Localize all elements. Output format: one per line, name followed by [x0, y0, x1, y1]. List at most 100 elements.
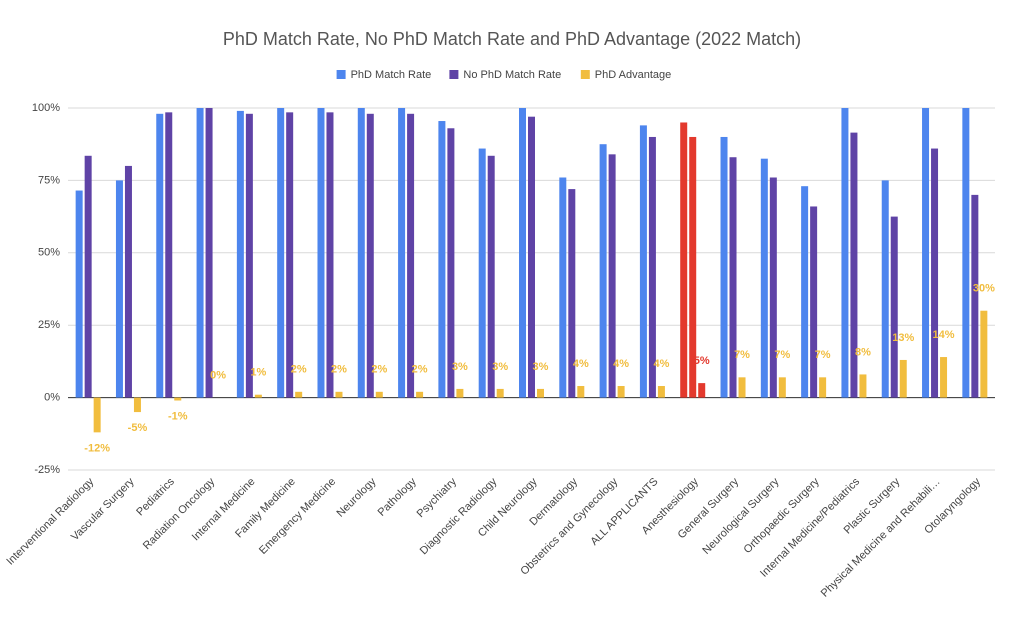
data-label: -1% — [168, 410, 188, 422]
bar — [769, 177, 777, 398]
bar — [760, 158, 768, 398]
bar — [648, 136, 656, 398]
data-label: 5% — [694, 355, 710, 367]
data-label: 2% — [291, 364, 307, 376]
y-tick-label: 50% — [38, 247, 60, 259]
data-label: 7% — [734, 349, 750, 361]
bar — [599, 144, 607, 398]
bar — [75, 190, 83, 398]
bar — [657, 386, 665, 398]
legend-swatch — [336, 70, 346, 79]
data-label: 7% — [774, 349, 790, 361]
bar — [922, 108, 930, 398]
data-label: 1% — [250, 367, 266, 379]
data-label: 3% — [492, 361, 508, 373]
data-label: 4% — [613, 358, 629, 370]
bar — [398, 108, 406, 398]
bar — [850, 132, 858, 398]
bar — [617, 386, 625, 398]
bar — [738, 377, 746, 398]
bar — [447, 128, 455, 398]
bar — [608, 154, 616, 398]
bar — [528, 116, 535, 398]
bar — [890, 216, 898, 398]
data-label: 2% — [331, 364, 347, 376]
bar — [568, 189, 576, 398]
bar — [277, 108, 285, 398]
bar — [778, 377, 786, 398]
bar — [841, 108, 849, 398]
bar — [519, 108, 526, 398]
bar — [375, 391, 383, 398]
bar — [899, 359, 907, 398]
bar — [819, 377, 827, 398]
bar — [84, 155, 92, 398]
bar — [496, 388, 504, 398]
bar — [559, 177, 567, 398]
bar — [174, 397, 182, 401]
bar — [366, 113, 374, 398]
data-label: 3% — [533, 361, 549, 373]
bar — [416, 391, 424, 398]
data-label: -5% — [128, 422, 148, 434]
y-tick-label: 100% — [32, 102, 60, 114]
bar — [456, 388, 464, 398]
bar — [478, 148, 486, 398]
bar — [124, 165, 132, 398]
bar — [196, 108, 204, 398]
bar — [156, 113, 164, 398]
bar — [115, 180, 123, 398]
legend-label: PhD Advantage — [595, 69, 671, 81]
bar — [326, 112, 334, 398]
bar — [971, 194, 979, 398]
bar — [236, 110, 244, 398]
bar — [357, 108, 365, 398]
bar — [931, 148, 939, 398]
data-label: 13% — [892, 332, 914, 344]
bar — [962, 108, 970, 398]
data-label: 4% — [573, 358, 589, 370]
bar — [729, 157, 737, 398]
data-label: 2% — [412, 364, 428, 376]
bar — [801, 186, 809, 398]
legend-label: PhD Match Rate — [351, 69, 432, 81]
bar — [93, 397, 101, 433]
bar — [254, 394, 262, 398]
bar — [980, 310, 988, 398]
bar — [680, 122, 688, 398]
bar — [639, 125, 647, 398]
bar — [407, 113, 415, 398]
data-label: 3% — [452, 361, 468, 373]
y-tick-label: -25% — [34, 464, 60, 476]
bar — [335, 391, 343, 398]
y-tick-label: 75% — [38, 174, 60, 186]
bar — [295, 391, 303, 398]
chart-title: PhD Match Rate, No PhD Match Rate and Ph… — [223, 29, 801, 49]
y-tick-label: 0% — [44, 392, 60, 404]
bar — [881, 180, 889, 398]
bar — [698, 383, 706, 398]
bar — [577, 386, 585, 398]
data-label: 30% — [973, 283, 995, 295]
bar — [438, 121, 446, 398]
bar — [317, 108, 325, 398]
data-label: 14% — [933, 329, 955, 341]
bar — [537, 388, 544, 398]
bar — [205, 108, 213, 398]
y-tick-label: 25% — [38, 319, 60, 331]
legend-swatch — [580, 70, 590, 79]
bar — [859, 374, 867, 398]
data-label: 4% — [653, 358, 669, 370]
data-label: 2% — [371, 364, 387, 376]
bar — [689, 136, 697, 398]
legend-label: No PhD Match Rate — [463, 69, 561, 81]
data-label: 0% — [210, 370, 226, 382]
bar — [487, 155, 495, 398]
bar — [133, 397, 141, 413]
bar — [720, 136, 728, 398]
bar — [165, 112, 173, 398]
bar — [810, 206, 818, 398]
data-label: -12% — [84, 442, 110, 454]
